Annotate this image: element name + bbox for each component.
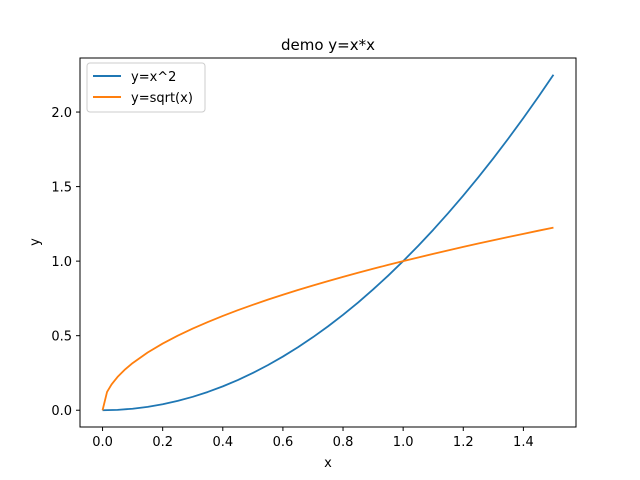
legend: y=x^2 y=sqrt(x) [86, 62, 206, 113]
x-tick-label: 0.6 [273, 435, 294, 450]
y-tick-label: 2.0 [51, 106, 72, 121]
x-tick-label: 0.0 [92, 435, 113, 450]
x-tick-label: 1.2 [453, 435, 474, 450]
y-axis-label: y [28, 238, 43, 246]
plot-frame [79, 57, 577, 428]
legend-label-sqrt: y=sqrt(x) [131, 91, 193, 106]
y-tick-label: 1.0 [51, 255, 72, 270]
x-axis-label: x [324, 456, 332, 471]
x-axis-ticks: 0.0 0.2 0.4 0.6 0.8 1.0 1.2 1.4 [92, 427, 534, 450]
y-tick-label: 0.5 [51, 330, 72, 345]
series-line-x-squared [102, 74, 555, 412]
x-tick-label: 1.0 [393, 435, 414, 450]
series-line-sqrt [101, 226, 554, 411]
series-layer [101, 74, 555, 412]
y-tick-label: 0.0 [51, 404, 72, 419]
x-tick-label: 0.8 [333, 435, 354, 450]
y-tick-label: 1.5 [51, 181, 72, 196]
legend-label-x-squared: y=x^2 [131, 70, 176, 85]
x-tick-label: 1.4 [513, 435, 534, 450]
x-tick-label: 0.2 [152, 435, 173, 450]
chart-title: demo y=x*x [281, 36, 375, 54]
y-axis-ticks: 0.0 0.5 1.0 1.5 2.0 [51, 106, 80, 419]
x-tick-label: 0.4 [212, 435, 233, 450]
